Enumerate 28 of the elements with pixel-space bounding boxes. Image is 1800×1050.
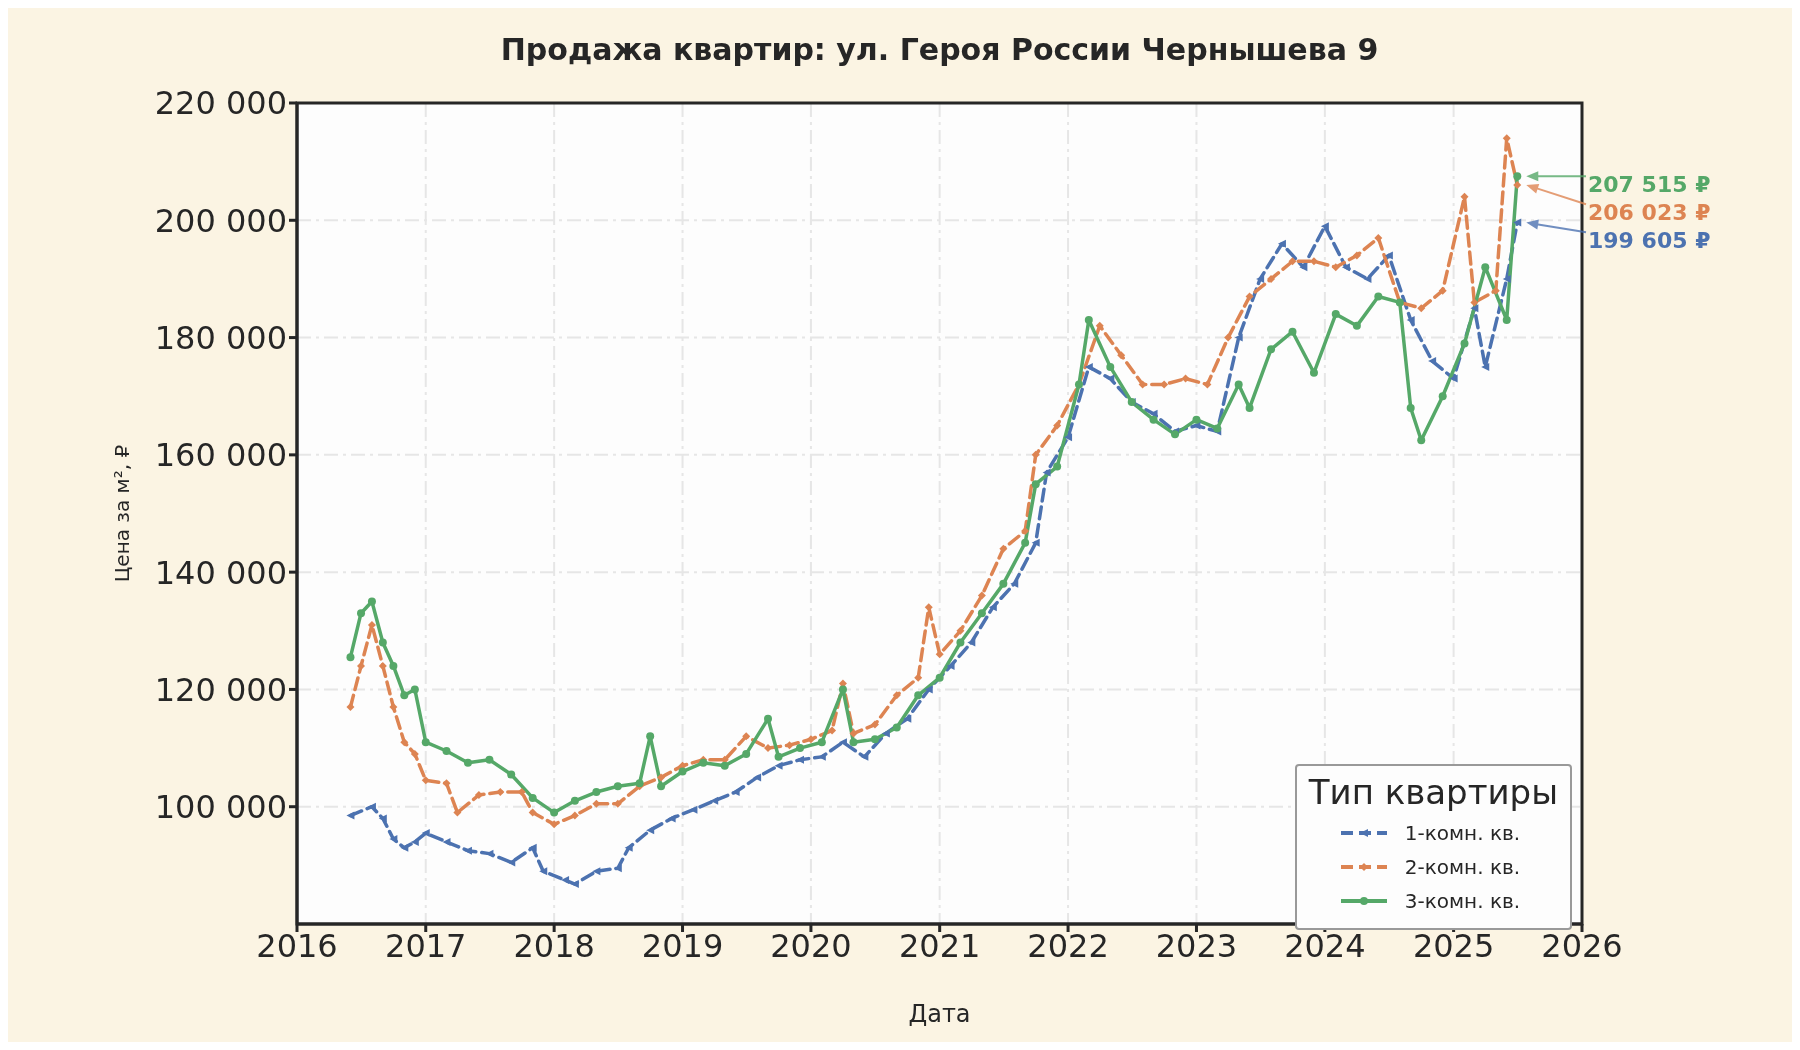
x-tick-label: 2019 [641, 926, 724, 965]
y-tick-label: 100 000 [154, 788, 287, 827]
text: 199 605 ₽ [1588, 228, 1711, 254]
y-tick-label: 160 000 [154, 436, 287, 475]
x-tick-label: 2023 [1155, 926, 1238, 965]
y-tick-label: 180 000 [154, 318, 287, 357]
x-tick-label: 2026 [1541, 926, 1623, 965]
x-tick-label: 2016 [256, 926, 338, 965]
y-tick-label: 220 000 [154, 84, 287, 123]
x-tick-label: 2018 [513, 926, 595, 965]
legend-title: Тип квартиры [1308, 772, 1558, 812]
chart-title: Продажа квартир: ул. Героя России Чернышева 9 [499, 32, 1380, 67]
x-axis-title: Дата [908, 1000, 971, 1028]
x-tick-label: 2020 [770, 926, 852, 965]
text: 207 515 ₽ [1588, 172, 1711, 198]
legend-label: 1-комн. кв. [1404, 821, 1521, 845]
y-axis-title: Цена за м², ₽ [110, 444, 134, 583]
x-tick-label: 2025 [1412, 926, 1495, 965]
y-tick-label: 140 000 [154, 553, 287, 592]
x-tick-label: 2022 [1027, 926, 1109, 965]
y-tick-label: 120 000 [154, 670, 287, 709]
legend-label: 3-комн. кв. [1404, 889, 1521, 913]
text: 206 023 ₽ [1588, 200, 1711, 226]
y-tick-label: 200 000 [154, 201, 287, 240]
x-tick-label: 2017 [385, 926, 467, 965]
legend-label: 2-комн. кв. [1404, 855, 1521, 879]
x-tick-label: 2024 [1284, 926, 1366, 965]
x-tick-label: 2021 [898, 926, 981, 965]
